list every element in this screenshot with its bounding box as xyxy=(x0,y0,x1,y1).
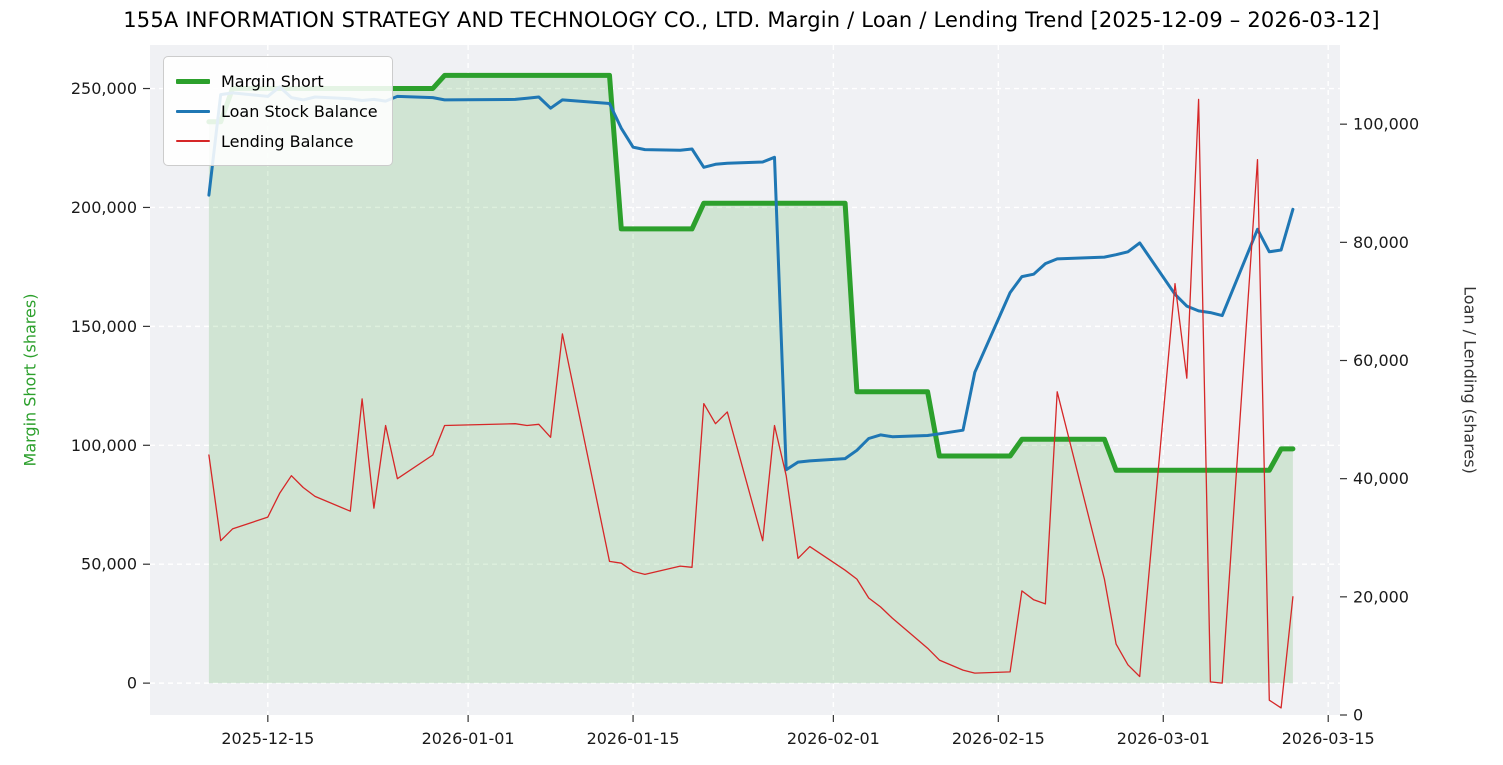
y-left-tick-label: 150,000 xyxy=(71,317,137,336)
y-right-tick-label: 20,000 xyxy=(1353,587,1409,606)
lending-balance-line-swatch xyxy=(176,140,210,142)
y-left-tick-label: 200,000 xyxy=(71,198,137,217)
x-tick-label: 2026-03-15 xyxy=(1282,729,1375,748)
x-tick-label: 2026-01-15 xyxy=(587,729,680,748)
x-tick-label: 2026-01-01 xyxy=(422,729,515,748)
x-tick-label: 2026-02-01 xyxy=(787,729,880,748)
legend: Margin Short Loan Stock Balance Lending Ba… xyxy=(163,56,393,166)
y-right-tick-label: 40,000 xyxy=(1353,469,1409,488)
chart-title: 155A INFORMATION STRATEGY AND TECHNOLOGY… xyxy=(123,8,1380,32)
margin-short-area xyxy=(208,75,1293,684)
legend-item-margin-short: Margin Short xyxy=(176,66,378,96)
x-tick-label: 2026-02-15 xyxy=(952,729,1045,748)
x-tick-label: 2025-12-15 xyxy=(221,729,314,748)
y-left-tick-label: 50,000 xyxy=(81,555,137,574)
y-left-tick-label: 100,000 xyxy=(71,436,137,455)
legend-label-margin-short: Margin Short xyxy=(221,71,324,91)
legend-label-loan-stock-balance: Loan Stock Balance xyxy=(221,101,378,121)
y-right-tick-label: 0 xyxy=(1353,706,1363,725)
y-right-tick-label: 60,000 xyxy=(1353,351,1409,370)
legend-item-lending-balance: Lending Balance xyxy=(176,126,378,156)
legend-item-loan-stock-balance: Loan Stock Balance xyxy=(176,96,378,126)
y-left-tick-label: 250,000 xyxy=(71,79,137,98)
y-right-tick-label: 80,000 xyxy=(1353,233,1409,252)
loan-stock-balance-line-swatch xyxy=(176,109,210,113)
margin-short-line-swatch xyxy=(176,78,210,84)
y-left-tick-label: 0 xyxy=(127,674,137,693)
legend-label-lending-balance: Lending Balance xyxy=(221,131,354,151)
y-right-tick-label: 100,000 xyxy=(1353,115,1419,134)
lending-balance-line xyxy=(208,98,1294,709)
x-tick-label: 2026-03-01 xyxy=(1117,729,1210,748)
